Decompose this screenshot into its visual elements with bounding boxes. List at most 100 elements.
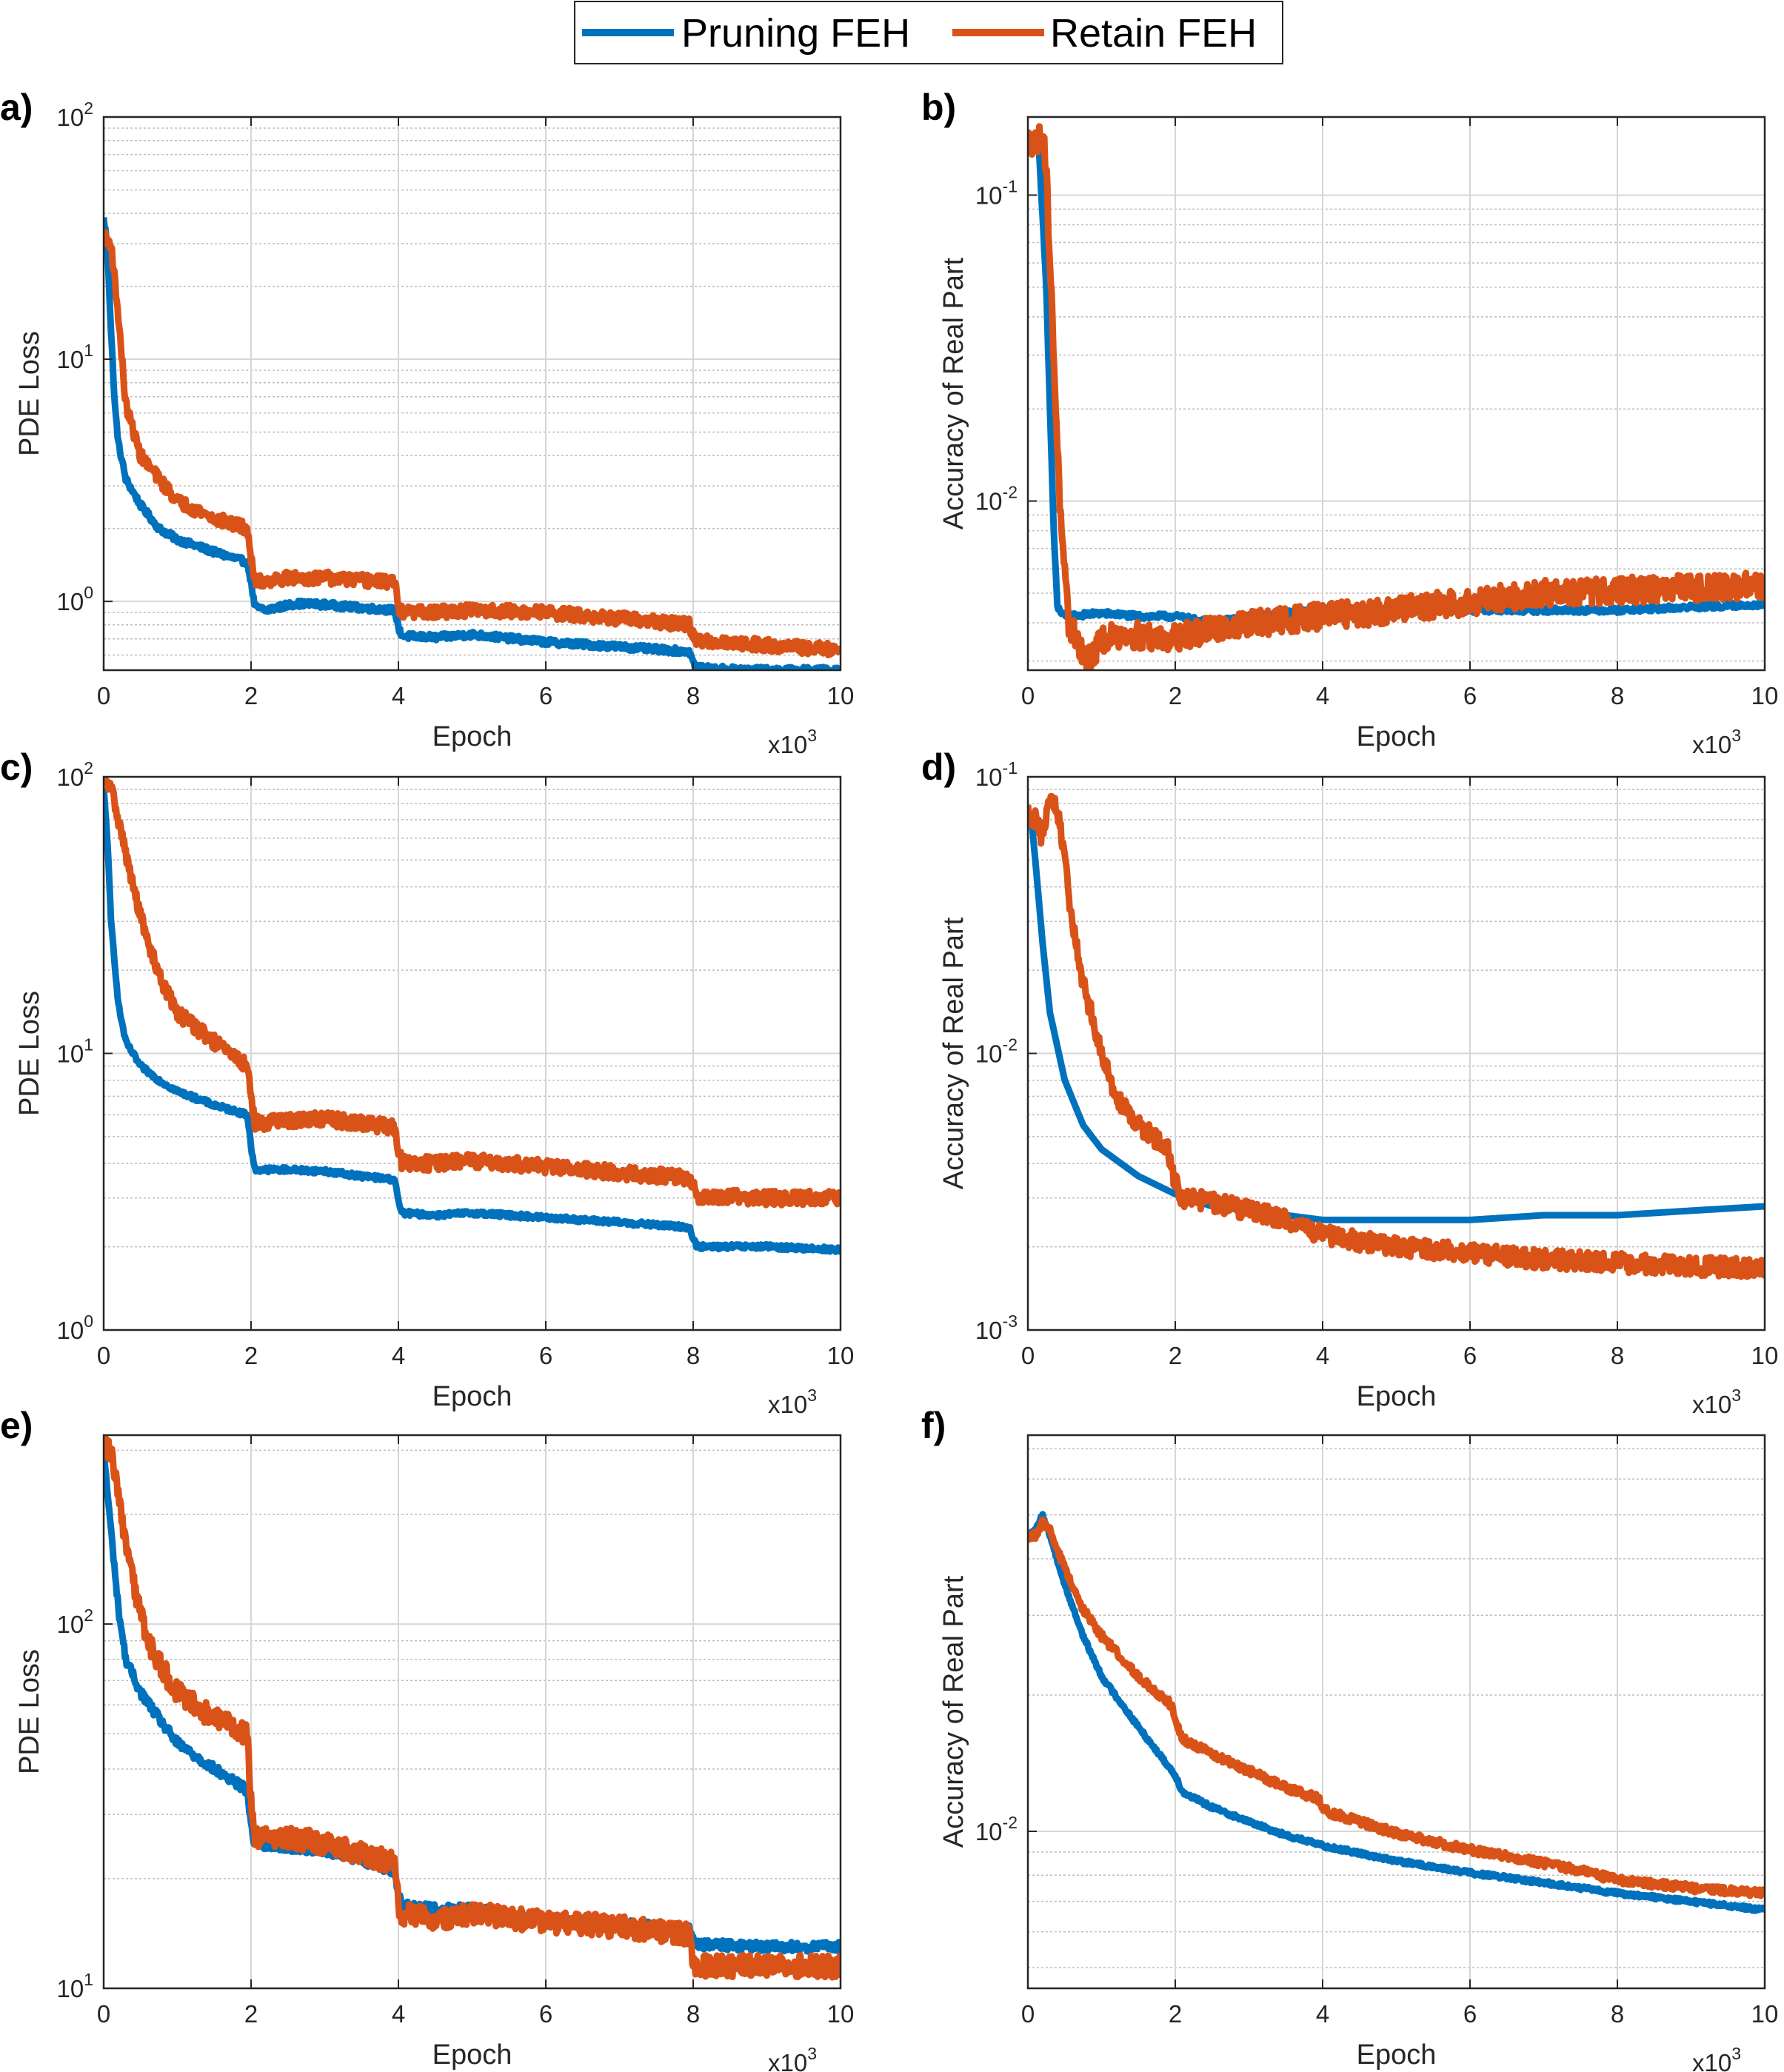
x-tick-label: 4 (1316, 682, 1329, 709)
x-axis-label: Epoch (432, 2039, 512, 2071)
x-tick-label: 4 (392, 1342, 405, 1369)
x-tick-label: 0 (1021, 1342, 1035, 1369)
series-pruning-feh-line (104, 1446, 841, 1955)
x-multiplier-label: x103 (768, 1386, 817, 1418)
series-group (104, 217, 841, 670)
x-tick-label: 6 (539, 2000, 552, 2028)
y-tick-label: 100 (56, 583, 93, 615)
x-tick-label: 10 (827, 682, 855, 709)
series-retain-feh-line (1028, 123, 1765, 670)
x-tick-label: 0 (97, 1342, 110, 1369)
x-tick-label: 8 (686, 682, 700, 709)
x-tick-label: 6 (1463, 682, 1477, 709)
x-tick-label: 6 (539, 682, 552, 709)
axes-box (102, 1434, 842, 1990)
y-axis-label: Accuracy of Real Part (938, 917, 969, 1189)
x-tick-label: 8 (686, 2000, 700, 2028)
y-axis-label: PDE Loss (14, 1649, 45, 1774)
panel-label: d) (921, 746, 956, 788)
x-multiplier-label: x103 (1692, 726, 1741, 758)
legend: Pruning FEH Retain FEH (574, 1, 1283, 64)
x-tick-label: 10 (1751, 2000, 1779, 2028)
panel-b: 0 2 4 6 8 10 10-2 10-1 Epoch x103 Accuracy of Real… (921, 87, 1778, 758)
x-tick-label: 4 (1316, 1342, 1329, 1369)
legend-box (574, 1, 1283, 64)
x-tick-label: 2 (244, 1342, 258, 1369)
x-tick-label: 2 (1169, 1342, 1182, 1369)
y-tick-label: 102 (56, 98, 93, 131)
x-tick-label: 2 (1169, 682, 1182, 709)
y-tick-label: 10-1 (975, 176, 1018, 209)
y-axis-label: PDE Loss (14, 331, 45, 456)
y-tick-label: 102 (56, 1605, 93, 1638)
panel-a: 0 2 4 6 8 10 100 101 102 Epoch x103 PDE Loss a) (0, 87, 854, 758)
panel-label: c) (0, 746, 33, 788)
x-tick-label: 4 (392, 2000, 405, 2028)
panel-label: e) (0, 1405, 33, 1446)
panel-d: 0 2 4 6 8 10 10-3 10-2 10-1 Epoch x103 Accuracy of … (921, 746, 1778, 1418)
x-tick-label: 0 (1021, 682, 1035, 709)
y-tick-label: 100 (56, 1311, 93, 1344)
y-tick-label: 10-1 (975, 758, 1018, 791)
series-group (104, 777, 841, 1255)
panel-e: 0 2 4 6 8 10 101 102 Epoch x103 PDE Loss e) (0, 1405, 854, 2072)
x-tick-label: 8 (1611, 2000, 1624, 2028)
series-retain-feh-line (104, 1435, 841, 1981)
x-tick-label: 6 (539, 1342, 552, 1369)
series-retain-feh-line (104, 777, 841, 1209)
panel-f: 0 2 4 6 8 10 10-2 Epoch x103 Accuracy of Real Par… (921, 1405, 1778, 2072)
x-tick-label: 10 (827, 2000, 855, 2028)
series-group (1028, 1511, 1765, 1914)
x-tick-label: 10 (827, 1342, 855, 1369)
x-tick-label: 6 (1463, 1342, 1477, 1369)
x-multiplier-label: x103 (1692, 1386, 1741, 1418)
series-group (1028, 792, 1765, 1280)
x-tick-label: 8 (686, 1342, 700, 1369)
x-tick-label: 8 (1611, 1342, 1624, 1369)
y-tick-label: 10-2 (975, 483, 1018, 515)
x-multiplier-label: x103 (768, 2044, 817, 2072)
axes-box (102, 116, 842, 672)
x-tick-label: 10 (1751, 1342, 1779, 1369)
legend-retain-label: Retain FEH (1050, 11, 1257, 56)
x-tick-label: 2 (244, 682, 258, 709)
x-tick-label: 8 (1611, 682, 1624, 709)
series-group (104, 1435, 841, 1981)
series-pruning-feh-line (1028, 137, 1765, 629)
series-pruning-feh-line (1028, 1511, 1765, 1914)
series-retain-feh-line (104, 229, 841, 659)
series-group (1028, 123, 1765, 670)
x-tick-label: 4 (392, 682, 405, 709)
x-axis-label: Epoch (1357, 721, 1437, 752)
x-tick-label: 0 (97, 2000, 110, 2028)
x-tick-label: 10 (1751, 682, 1779, 709)
y-axis-label: Accuracy of Real Part (938, 1575, 969, 1848)
x-tick-label: 2 (1169, 2000, 1182, 2028)
panel-label: a) (0, 87, 33, 128)
x-tick-label: 6 (1463, 2000, 1477, 2028)
y-tick-label: 101 (56, 1035, 93, 1068)
x-axis-label: Epoch (432, 1381, 512, 1412)
x-tick-label: 4 (1316, 2000, 1329, 2028)
axes-box (1026, 1434, 1766, 1990)
series-retain-feh-line (1028, 792, 1765, 1280)
y-axis-label: Accuracy of Real Part (938, 257, 969, 529)
panel-c: 0 2 4 6 8 10 100 101 102 Epoch x103 PDE Loss c) (0, 746, 854, 1418)
series-pruning-feh-line (1028, 809, 1765, 1223)
y-axis-label: PDE Loss (14, 991, 45, 1116)
y-tick-label: 101 (56, 1970, 93, 2002)
y-tick-label: 101 (56, 341, 93, 373)
y-tick-label: 10-2 (975, 1035, 1018, 1068)
y-tick-label: 102 (56, 758, 93, 791)
series-retain-feh-line (1028, 1516, 1765, 1899)
y-tick-label: 10-2 (975, 1813, 1018, 1845)
x-axis-label: Epoch (432, 721, 512, 752)
legend-pruning-label: Pruning FEH (681, 11, 910, 56)
axes-box (1026, 116, 1766, 672)
x-tick-label: 0 (1021, 2000, 1035, 2028)
x-tick-label: 2 (244, 2000, 258, 2028)
x-multiplier-label: x103 (768, 726, 817, 758)
y-tick-label: 10-3 (975, 1311, 1018, 1344)
